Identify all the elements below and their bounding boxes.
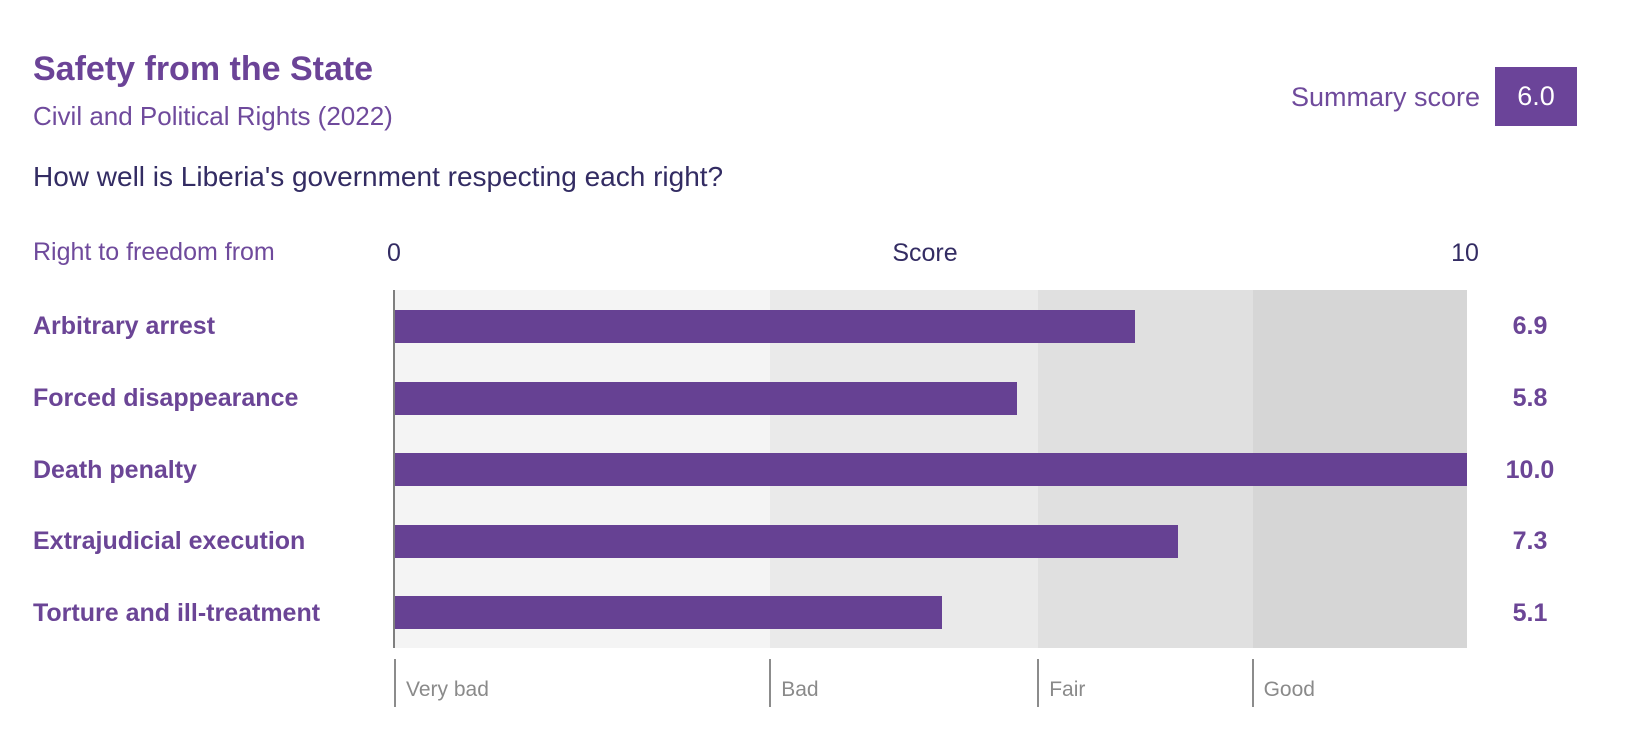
band-label-good: Good	[1263, 678, 1315, 701]
bar-forced-disappearance	[395, 381, 1017, 415]
bar-death-penalty	[395, 453, 1467, 487]
bar-arbitrary-arrest	[395, 309, 1135, 343]
band-label-fair: Fair	[1049, 678, 1086, 701]
category-label-death-penalty: Death penalty	[33, 455, 197, 484]
category-label-extrajudicial-execution: Extrajudicial execution	[33, 527, 306, 556]
bar-torture-and-ill-treatment	[395, 596, 942, 630]
page-subtitle: Civil and Political Rights (2022)	[33, 101, 393, 131]
value-label-torture-and-ill-treatment: 5.1	[1512, 598, 1548, 627]
band-tick-very-bad	[394, 659, 396, 707]
band-tick-good	[1251, 659, 1254, 707]
value-label-arbitrary-arrest: 6.9	[1512, 312, 1548, 341]
axis-max-label: 10	[1451, 239, 1479, 267]
value-label-extrajudicial-execution: 7.3	[1512, 527, 1548, 556]
y-axis-line	[393, 290, 395, 648]
chart-question: How well is Liberia's government respect…	[33, 161, 724, 192]
category-group-label: Right to freedom from	[33, 238, 275, 266]
category-label-forced-disappearance: Forced disappearance	[33, 384, 299, 412]
category-label-torture-and-ill-treatment: Torture and ill-treatment	[33, 598, 321, 627]
axis-min-label: 0	[387, 239, 401, 267]
category-label-arbitrary-arrest: Arbitrary arrest	[33, 312, 216, 341]
value-label-death-penalty: 10.0	[1505, 455, 1555, 484]
band-tick-fair	[1037, 659, 1040, 707]
band-label-bad: Bad	[781, 678, 819, 701]
page-title: Safety from the State	[33, 50, 374, 88]
value-label-forced-disappearance: 5.8	[1512, 384, 1548, 412]
bar-chart-plot-area	[395, 290, 1467, 648]
axis-title: Score	[892, 239, 958, 267]
band-label-very-bad: Very bad	[406, 678, 489, 701]
band-tick-bad	[769, 659, 772, 707]
bar-extrajudicial-execution	[395, 524, 1178, 558]
summary-score-badge: 6.0	[1495, 67, 1577, 126]
summary-score-label: Summary score	[1290, 82, 1480, 112]
